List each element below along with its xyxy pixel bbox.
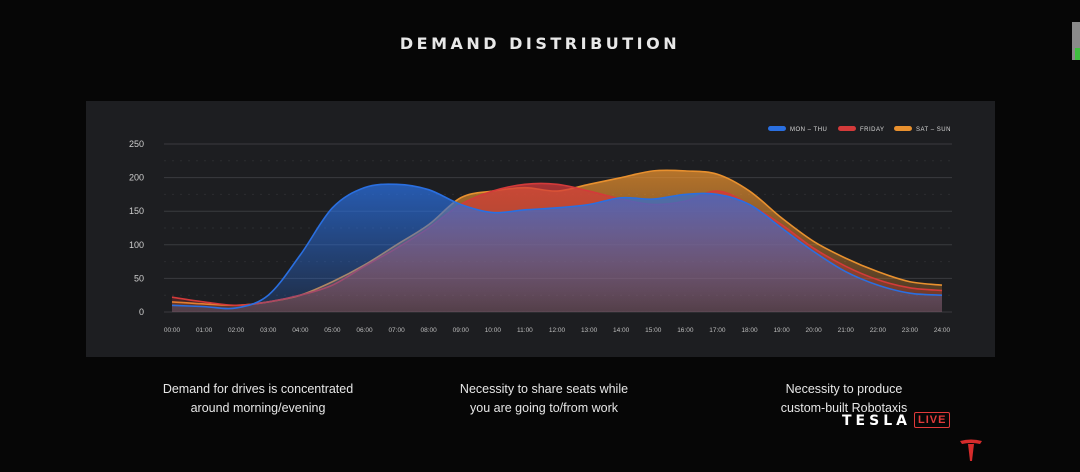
caption-demand-line1: Demand for drives is concentrated xyxy=(162,382,354,396)
legend-label: MON – THU xyxy=(790,127,827,133)
x-tick-label: 05:00 xyxy=(324,327,341,334)
x-tick-label: 01:00 xyxy=(196,327,213,334)
caption-robotaxis-line1: Necessity to produce xyxy=(785,382,903,396)
chart-panel: 0 50 100 150 200 250 00:00 01:00 02:00 03:00 04:0… xyxy=(86,101,995,357)
chart-legend: MON – THU FRIDAY SAT – SUN xyxy=(768,126,951,133)
series-2 xyxy=(171,183,943,312)
y-tick-label: 250 xyxy=(129,139,144,149)
y-axis-ticks: 0 50 100 150 200 250 xyxy=(129,139,144,317)
series-area xyxy=(172,184,942,312)
x-tick-label: 11:00 xyxy=(517,327,533,334)
tesla-wordmark: TESLA xyxy=(842,413,911,429)
legend-item: FRIDAY xyxy=(838,126,885,133)
x-tick-label: 08:00 xyxy=(421,327,438,334)
live-badge: LIVE xyxy=(914,412,951,428)
legend-swatch xyxy=(894,126,912,131)
x-tick-label: 22:00 xyxy=(870,327,887,334)
legend-item: MON – THU xyxy=(768,126,827,133)
x-tick-label: 02:00 xyxy=(228,327,245,334)
x-tick-label: 10:00 xyxy=(485,327,502,334)
x-tick-label: 18:00 xyxy=(741,327,758,334)
status-indicator xyxy=(1075,48,1080,60)
legend-swatch xyxy=(768,126,786,131)
x-tick-label: 13:00 xyxy=(581,327,598,334)
y-tick-label: 200 xyxy=(129,173,144,183)
x-tick-label: 09:00 xyxy=(453,327,470,334)
y-tick-label: 50 xyxy=(134,273,144,283)
legend-swatch xyxy=(838,126,856,131)
x-tick-label: 12:00 xyxy=(549,327,566,334)
caption-share-seats-line2: you are going to/from work xyxy=(470,401,618,415)
caption-share-seats-line1: Necessity to share seats while xyxy=(459,382,629,396)
series-line xyxy=(171,183,943,310)
x-tick-label: 20:00 xyxy=(806,327,823,334)
y-tick-label: 100 xyxy=(129,240,144,250)
caption-share-seats: Necessity to share seats while you are g… xyxy=(404,380,684,418)
x-tick-label: 07:00 xyxy=(388,327,405,334)
tesla-logo-icon xyxy=(960,439,982,461)
x-tick-label: 19:00 xyxy=(773,327,790,334)
x-tick-label: 04:00 xyxy=(292,327,309,334)
caption-demand: Demand for drives is concentrated around… xyxy=(118,380,398,418)
x-tick-label: 21:00 xyxy=(838,327,855,334)
x-tick-label: 14:00 xyxy=(613,327,630,334)
y-tick-label: 0 xyxy=(139,307,144,317)
x-axis-ticks: 00:00 01:00 02:00 03:00 04:00 05:00 06:00 07:00… xyxy=(164,327,951,334)
demand-chart: 0 50 100 150 200 250 00:00 01:00 02:00 03:00 04:0… xyxy=(129,126,952,334)
x-tick-label: 15:00 xyxy=(645,327,662,334)
legend-label: FRIDAY xyxy=(860,127,885,133)
x-tick-label: 00:00 xyxy=(164,327,181,334)
caption-robotaxis: Necessity to produce custom-built Robota… xyxy=(704,380,984,418)
scrollbar-indicator xyxy=(1072,22,1080,60)
caption-demand-line2: around morning/evening xyxy=(190,401,326,415)
x-tick-label: 23:00 xyxy=(902,327,919,334)
chart-areas xyxy=(171,169,943,312)
x-tick-label: 17:00 xyxy=(709,327,726,334)
slide-title: DEMAND DISTRIBUTION xyxy=(399,34,681,53)
x-tick-label: 06:00 xyxy=(356,327,373,334)
x-tick-label: 03:00 xyxy=(260,327,277,334)
x-tick-label: 16:00 xyxy=(677,327,694,334)
y-tick-label: 150 xyxy=(129,206,144,216)
x-tick-label: 24:00 xyxy=(934,327,951,334)
legend-label: SAT – SUN xyxy=(916,127,951,133)
caption-robotaxis-line2: custom-built Robotaxis xyxy=(780,401,908,415)
legend-item: SAT – SUN xyxy=(894,126,951,133)
